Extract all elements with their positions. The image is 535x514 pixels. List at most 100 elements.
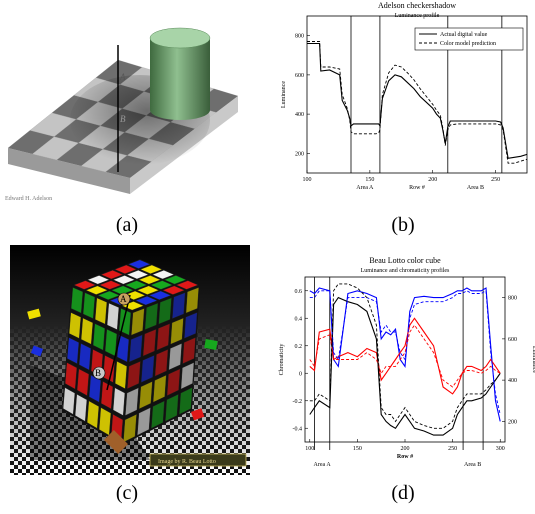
caption-c: (c) xyxy=(115,482,139,504)
cube-credit: Image by R. Beau Lotto xyxy=(158,459,216,465)
y2-axis-label: Luminance xyxy=(531,346,535,373)
panel-b: Adelson checkershadow Luminance profile 10… xyxy=(275,0,535,210)
cube-top-tile xyxy=(114,264,137,274)
cube-top-tile xyxy=(135,296,158,306)
cube-top-tile xyxy=(126,270,149,280)
cube-left-tile xyxy=(104,328,118,357)
x-tick-label: 150 xyxy=(365,177,374,183)
chart-subtitle: Luminance profile xyxy=(395,12,440,19)
cube-top-tile xyxy=(138,275,161,285)
plot-frame xyxy=(306,15,528,174)
cube-label-a: A xyxy=(120,294,127,304)
cube-top-tile xyxy=(100,270,124,280)
cube-left-tile xyxy=(94,297,108,325)
chart-title: Beau Lotto color cube xyxy=(369,256,441,265)
cube-right-tile xyxy=(131,308,145,336)
chart-title: Adelson checkershadow xyxy=(378,1,456,10)
series-line xyxy=(307,41,528,164)
area-label: Area B xyxy=(464,462,481,468)
x-tick-label: 250 xyxy=(491,177,500,183)
series-line xyxy=(309,324,501,388)
cube-left-tile xyxy=(80,317,94,345)
cube-right-tile xyxy=(170,317,184,345)
cube-top-tile xyxy=(112,275,136,285)
green-cylinder xyxy=(149,27,211,120)
cube-top-tile xyxy=(127,259,151,269)
cube-left-tile xyxy=(78,343,92,371)
cube-left-tile xyxy=(68,312,82,339)
y-axis-label: Chromaticity xyxy=(279,344,285,376)
caption-b: (b) xyxy=(391,214,415,236)
y-tick-label: 0.6 xyxy=(295,289,303,295)
checkershadow-image: A B Edward H. Adelson xyxy=(5,27,239,202)
y-tick-label: 0.4 xyxy=(295,316,303,322)
cube-left-tile xyxy=(86,400,100,429)
cube-top-tile xyxy=(163,275,187,285)
cube-left-tile xyxy=(70,287,84,314)
y-tick-label: -0.2 xyxy=(293,399,303,405)
caption-d: (d) xyxy=(391,482,415,504)
legend-label: Actual digital value xyxy=(440,32,488,38)
cube-top-tile xyxy=(111,285,134,295)
cube-top-tile xyxy=(162,285,185,295)
panel-a: A B Edward H. Adelson xyxy=(0,0,250,210)
cube-left-tile xyxy=(114,360,128,390)
series-line xyxy=(307,42,528,159)
cube-left-tile xyxy=(116,334,130,363)
x-tick-label: 100 xyxy=(305,446,314,452)
y-tick-label: 800 xyxy=(295,34,304,40)
series-line xyxy=(309,283,501,429)
color-cube xyxy=(62,259,200,445)
area-label: Area A xyxy=(356,185,374,191)
y2-tick-label: 400 xyxy=(508,378,517,384)
board-edge-left xyxy=(8,148,130,194)
x-tick-label: 150 xyxy=(353,446,362,452)
series-line xyxy=(309,287,501,422)
y-tick-label: 600 xyxy=(295,73,304,79)
cube-top-tile xyxy=(85,285,109,295)
color-cube-image: A B Image by R. Beau Lotto xyxy=(10,245,250,475)
cube-right-tile xyxy=(166,368,181,397)
legend-label: Color model prediction xyxy=(440,41,496,47)
cube-left-tile xyxy=(74,393,88,422)
y-tick-label: -0.4 xyxy=(293,426,303,432)
cube-right-tile xyxy=(180,362,195,390)
legend-box xyxy=(414,27,524,51)
cube-top-tile xyxy=(150,280,173,290)
cube-top-tile xyxy=(87,275,110,285)
cube-right-tile xyxy=(129,334,143,363)
y-tick-label: 400 xyxy=(295,112,304,118)
cube-right-tile xyxy=(142,328,157,357)
y2-tick-label: 600 xyxy=(508,337,517,343)
cube-label-b: B xyxy=(95,368,101,378)
panel-d: Beau Lotto color cube Luminance and chrom… xyxy=(270,255,535,480)
cube-right-tile xyxy=(156,323,171,351)
series-line xyxy=(309,296,501,436)
cube-right-tile xyxy=(179,387,193,415)
cube-right-tile xyxy=(127,360,141,390)
x-axis-label: Row # xyxy=(397,454,413,460)
area-label: Area A xyxy=(314,462,332,468)
x-tick-label: 200 xyxy=(401,446,410,452)
cube-right-tile xyxy=(172,292,186,319)
y-axis-label: Luminance xyxy=(281,81,287,108)
x-tick-label: 300 xyxy=(496,446,505,452)
chart-subtitle: Luminance and chromaticity profiles xyxy=(361,267,450,274)
cube-profile-line xyxy=(106,294,131,391)
y-tick-label: 200 xyxy=(295,151,304,157)
cube-right-tile xyxy=(151,400,165,429)
cube-right-tile xyxy=(182,337,196,365)
x-tick-label: 100 xyxy=(303,177,312,183)
series-line xyxy=(309,290,501,415)
caption-a: (a) xyxy=(115,214,139,236)
cube-right-tile xyxy=(154,349,169,377)
cube-right-tile xyxy=(138,381,153,410)
cube-right-tile xyxy=(123,413,137,443)
cube-top-tile xyxy=(148,290,172,300)
y-tick-label: 0 xyxy=(299,371,302,377)
cube-right-tile xyxy=(158,297,172,325)
cube-right-tile xyxy=(137,407,151,436)
label-a: A xyxy=(119,72,126,82)
cube-right-tile xyxy=(165,393,179,422)
cube-right-tile xyxy=(152,374,167,403)
